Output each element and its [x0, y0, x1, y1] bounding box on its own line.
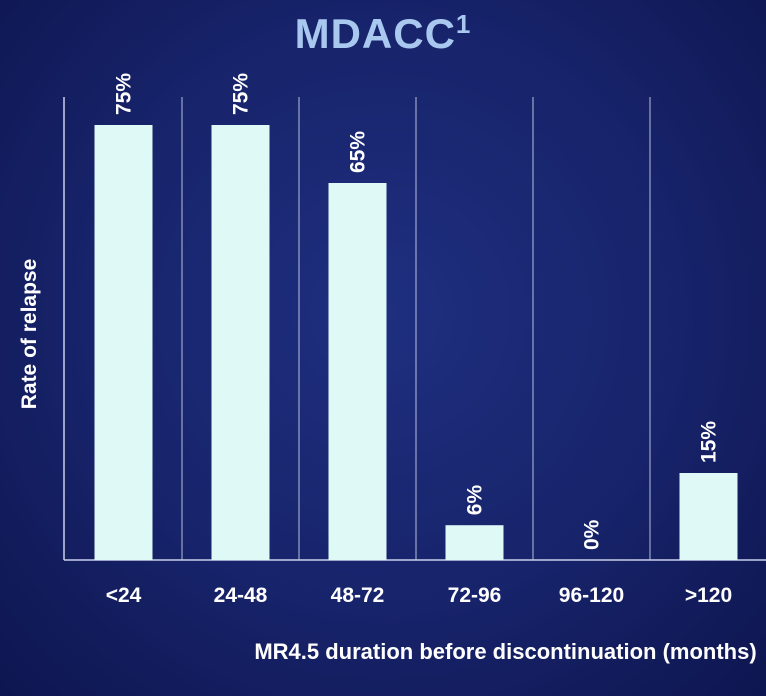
data-label: 15%: [698, 421, 721, 463]
x-tick-label: 24-48: [214, 584, 268, 607]
data-label: 75%: [113, 73, 136, 115]
x-tick-label: 48-72: [331, 584, 385, 607]
bar-5: [679, 473, 738, 560]
x-tick-label: <24: [106, 584, 142, 607]
x-tick-label: 96-120: [559, 584, 624, 607]
data-label: 75%: [230, 73, 253, 115]
x-tick-label: 72-96: [448, 584, 502, 607]
data-label: 6%: [464, 485, 487, 516]
data-label: 0%: [581, 519, 604, 550]
x-tick-label: >120: [685, 584, 732, 607]
x-axis-label: MR4.5 duration before discontinuation (m…: [254, 639, 757, 664]
bar-1: [211, 125, 270, 560]
data-label: 65%: [347, 131, 370, 173]
bar-2: [328, 183, 387, 560]
chart-title: MDACC1: [294, 9, 472, 57]
bar-3: [445, 525, 504, 560]
bar-0: [94, 125, 153, 560]
